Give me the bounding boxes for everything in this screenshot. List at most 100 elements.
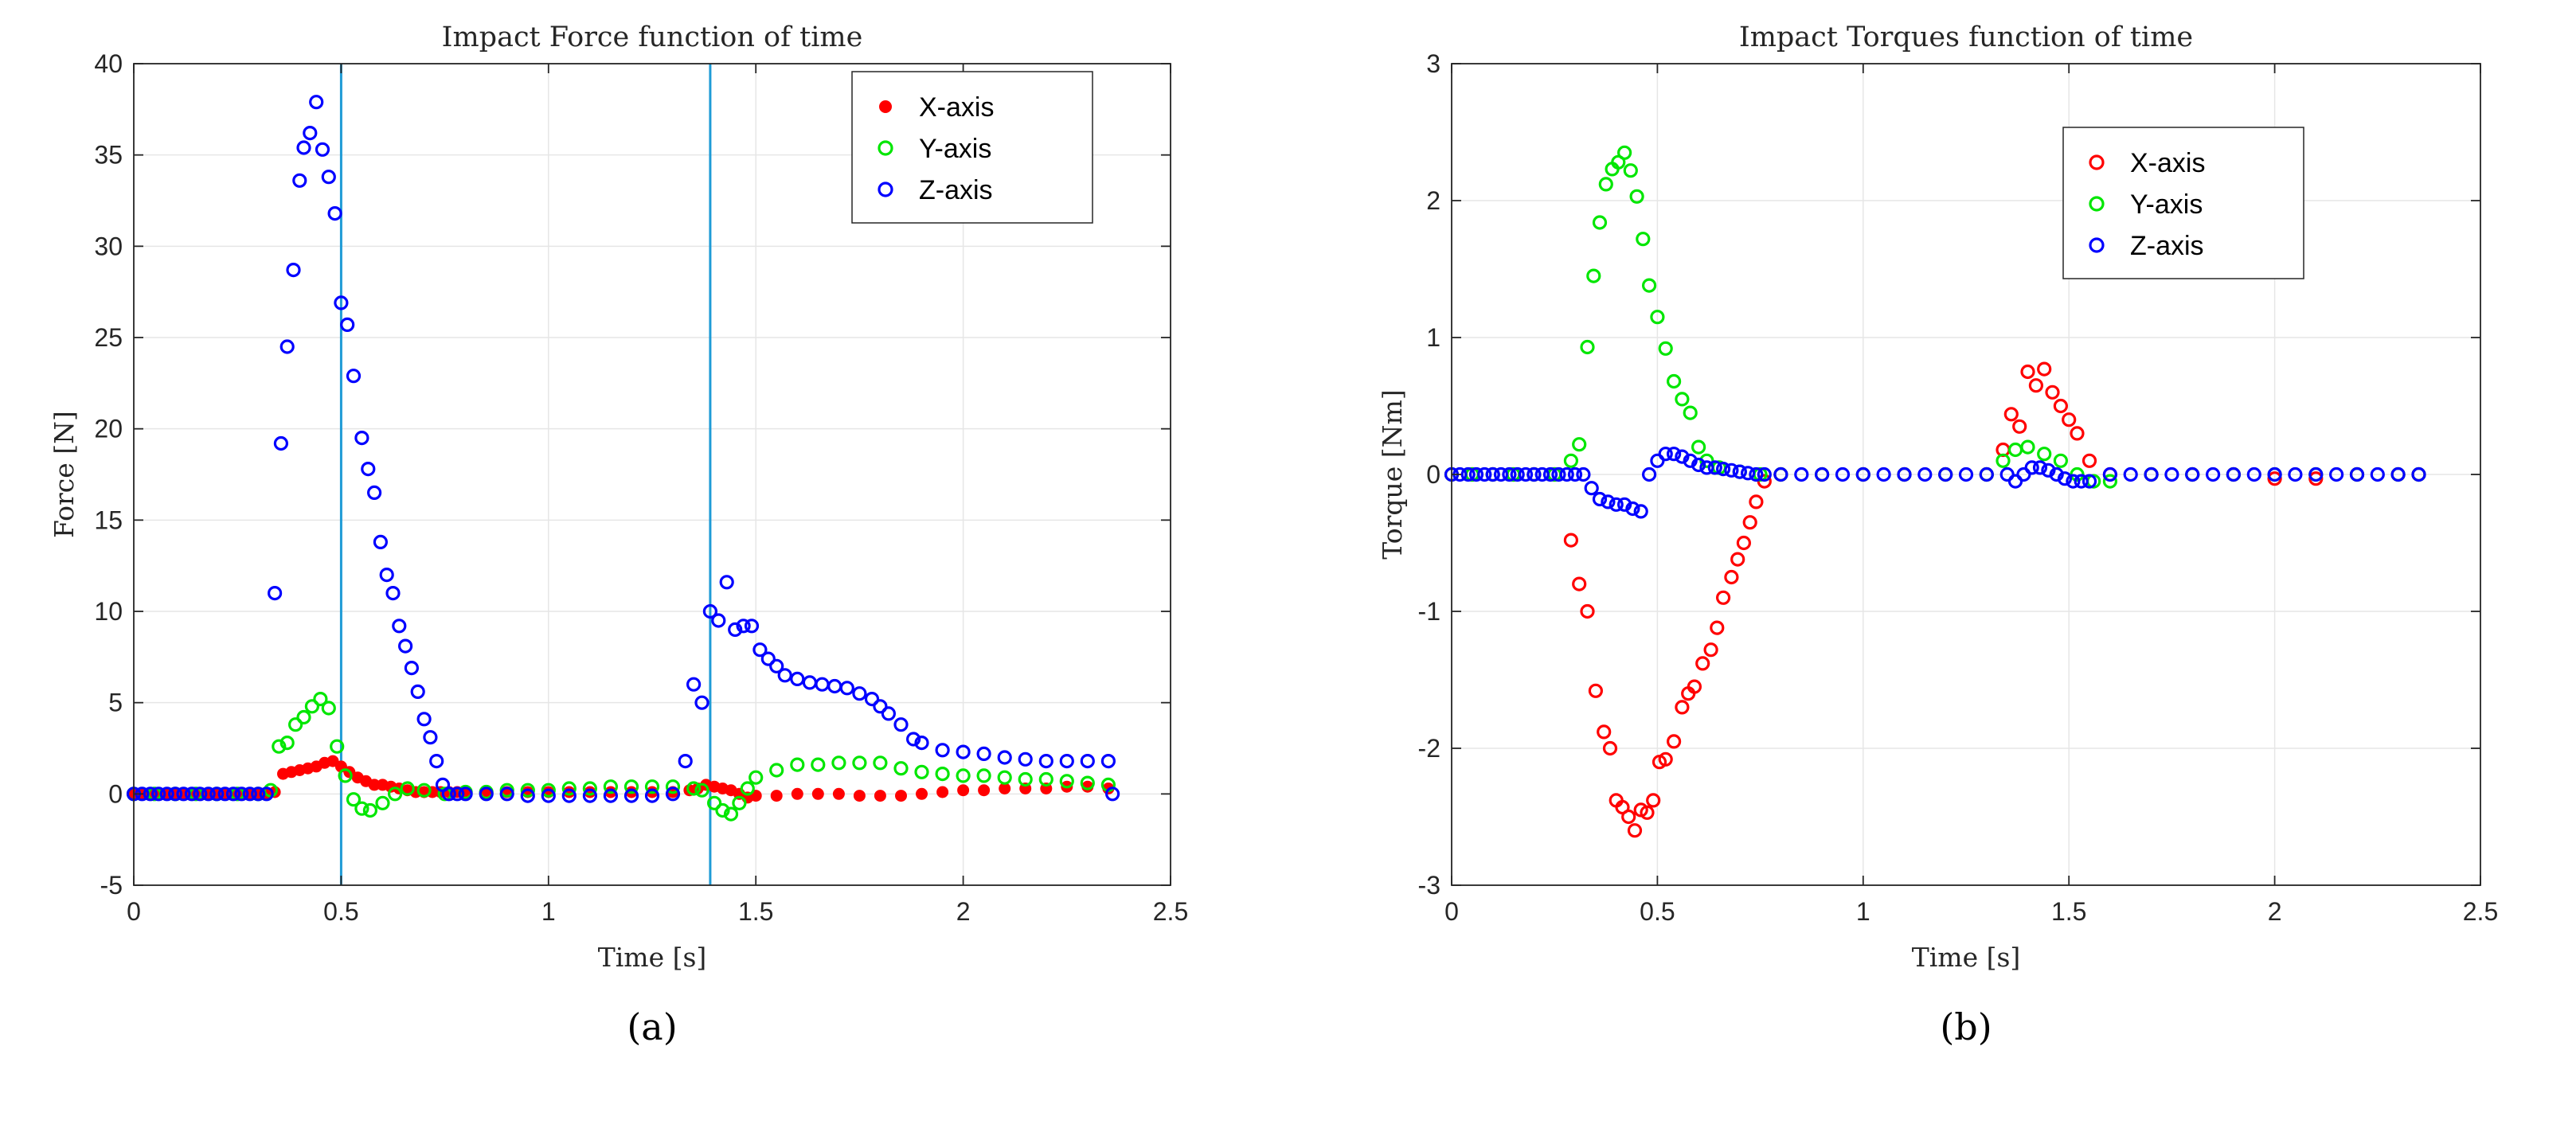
torque-z-axis-point <box>2049 466 2064 482</box>
force-z-axis-point <box>561 788 577 803</box>
torque-y-axis-point <box>1996 453 2011 468</box>
force-z-axis-point <box>1018 751 1033 767</box>
torque-z-axis-point <box>1732 464 1747 479</box>
force-z-axis-point <box>292 173 307 188</box>
torque-x-axis-point <box>1658 751 1673 767</box>
torque-y-axis-point <box>1616 145 1632 160</box>
torque-x-axis-point <box>2012 419 2027 434</box>
torque-z-axis-point <box>1938 466 1953 482</box>
force-y-tick-label: 15 <box>94 505 123 534</box>
torque-x-axis-point <box>1572 576 1587 591</box>
torque-x-axis-point <box>1703 642 1718 658</box>
force-z-axis-point <box>678 753 693 769</box>
force-z-axis-point <box>719 575 734 590</box>
force-y-axis-point <box>330 739 345 754</box>
force-y-axis-point <box>956 768 971 783</box>
panel-torque: 0 0.5 1 1.5 2 2.5 -3 -2 -1 0 1 2 3 Impact Torques fu… <box>1377 21 2498 1048</box>
torque-x-axis-point <box>1710 620 1725 635</box>
torque-x-axis-point <box>1724 569 1739 585</box>
force-y-axis-point <box>893 761 909 776</box>
force-z-axis-point <box>997 750 1012 765</box>
force-z-axis-point <box>176 787 191 802</box>
torque-z-axis-point <box>2288 466 2303 482</box>
torque-x-tick-label: 1 <box>1856 897 1870 926</box>
force-z-axis-point <box>234 787 249 802</box>
force-z-axis-point <box>398 638 413 654</box>
force-y-axis-point <box>686 781 702 796</box>
torque-y-axis-point <box>1642 278 1657 293</box>
torque-z-axis-point <box>1855 466 1870 482</box>
force-y-axis-point <box>346 792 362 807</box>
force-z-axis-point <box>1038 753 1053 769</box>
force-z-axis-point <box>429 753 444 769</box>
force-y-axis-point <box>749 770 764 785</box>
force-z-axis-point <box>273 435 288 451</box>
torque-z-axis-point <box>2066 474 2081 489</box>
torque-y-axis-point <box>1667 373 1682 389</box>
force-z-axis-point <box>1080 753 1095 769</box>
torque-x-axis-label: Time [s] <box>1912 942 2021 973</box>
torque-legend-label-z-axis: Z-axis <box>2130 231 2204 261</box>
force-z-axis-point <box>881 706 897 721</box>
force-axes-box <box>133 63 1171 886</box>
force-x-tick-label: 0 <box>127 897 141 926</box>
force-y-axis-point <box>831 755 846 771</box>
torque-z-axis-point <box>1609 497 1624 512</box>
torque-x-axis-point <box>1627 823 1643 838</box>
force-y-axis-point <box>416 783 432 798</box>
torque-x-axis-point <box>2003 407 2019 422</box>
force-y-axis-point <box>541 783 556 798</box>
force-y-axis-point <box>313 691 328 707</box>
torque-z-axis-point <box>1559 466 1574 482</box>
torque-legend-marker-y-axis <box>2089 196 2105 212</box>
force-z-axis-point <box>711 613 726 628</box>
torque-z-axis-point <box>2082 474 2097 489</box>
force-series-z-axis <box>126 95 1120 803</box>
force-legend-label-y-axis: Y-axis <box>919 134 991 164</box>
torque-y-tick-label: 2 <box>1426 186 1440 215</box>
force-y-axis-point <box>1018 771 1033 787</box>
torque-legend: X-axis Y-axis Z-axis <box>2062 127 2304 279</box>
force-y-axis-point <box>769 763 784 778</box>
force-x-axis-point <box>326 755 339 767</box>
force-legend-marker-y-axis <box>878 140 893 156</box>
force-y-axis-point <box>1038 771 1053 787</box>
force-y-tick-label: 20 <box>94 415 123 443</box>
torque-x-axis-point <box>2037 361 2052 377</box>
torque-y-axis-point <box>2020 439 2035 455</box>
torque-y-axis-point <box>1592 215 1608 230</box>
force-z-axis-point <box>321 170 336 185</box>
force-x-axis-point <box>916 787 928 800</box>
force-y-axis-point <box>976 768 991 783</box>
torque-z-axis-point <box>2032 460 2048 475</box>
torque-z-axis-point <box>1592 491 1608 507</box>
force-y-axis-point <box>1080 775 1095 790</box>
torque-z-axis-point <box>1493 466 1509 482</box>
torque-x-axis-point <box>1716 590 1731 605</box>
force-z-axis-point <box>686 677 702 692</box>
torque-x-axis-point <box>1667 734 1682 749</box>
force-z-axis-point <box>315 142 330 157</box>
torque-z-axis-point <box>1542 466 1558 482</box>
torque-z-axis-point <box>1749 466 1764 482</box>
torque-z-axis-point <box>2144 466 2159 482</box>
torque-z-axis-point <box>1716 461 1731 477</box>
torque-x-tick-label: 1.5 <box>2051 897 2086 926</box>
force-y-tick-label: 30 <box>94 232 123 260</box>
torque-z-axis-point <box>1460 466 1476 482</box>
torque-x-axis-point <box>2267 471 2282 486</box>
torque-x-tick-label: 0 <box>1444 897 1459 926</box>
force-z-axis-point <box>423 730 438 745</box>
torque-z-axis-point <box>2246 466 2261 482</box>
torque-x-axis-point <box>2020 364 2035 380</box>
force-z-axis-point <box>499 787 514 802</box>
force-x-tick-label: 2 <box>956 897 971 926</box>
torque-x-axis-point <box>2045 384 2060 400</box>
force-x-axis-point <box>749 790 762 802</box>
force-z-axis-point <box>346 369 362 384</box>
force-y-axis-point <box>997 770 1012 785</box>
force-x-axis-point <box>936 786 949 798</box>
torque-x-axis-point <box>1646 793 1661 808</box>
force-y-axis-point <box>914 764 929 779</box>
